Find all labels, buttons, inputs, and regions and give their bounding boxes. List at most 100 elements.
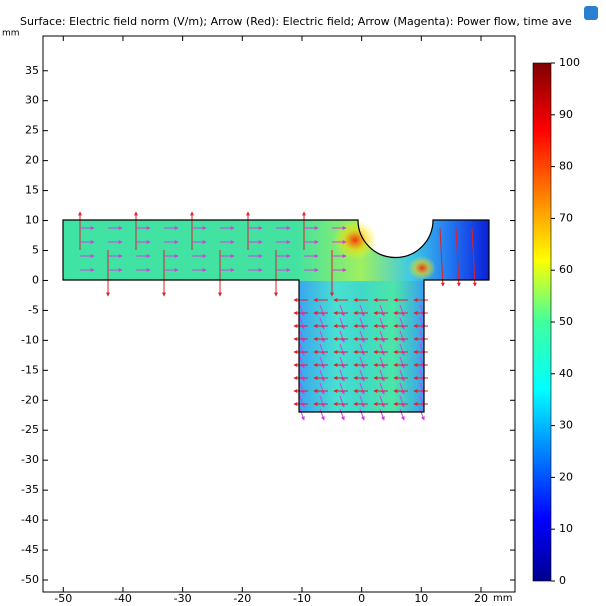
stem-surface — [299, 281, 424, 412]
power-arrow — [399, 369, 405, 382]
power-arrow — [419, 356, 425, 369]
power-arrow — [339, 343, 345, 356]
power-arrow — [419, 330, 425, 343]
power-arrow — [419, 304, 425, 317]
efield-arrow — [455, 227, 461, 287]
y-tick-label: 0 — [32, 273, 39, 286]
y-tick-label: -10 — [21, 333, 39, 346]
y-tick-label: -20 — [21, 393, 39, 406]
power-arrow — [319, 395, 325, 408]
colorbar-tick-label: 100 — [559, 56, 580, 69]
x-unit: mm — [493, 593, 512, 604]
y-tick-label: -25 — [21, 423, 39, 436]
power-arrow — [359, 330, 365, 343]
colorbar-tick-label: 10 — [559, 522, 573, 535]
y-unit: mm — [2, 29, 20, 39]
power-arrow — [379, 369, 385, 382]
power-arrow — [339, 395, 345, 408]
power-arrow — [379, 343, 385, 356]
power-arrow — [419, 382, 425, 395]
hot-spot — [333, 220, 377, 260]
colorbar-tick-label: 80 — [559, 160, 573, 173]
x-tick-label: -20 — [233, 592, 251, 605]
x-tick-label: 0 — [358, 592, 365, 605]
power-arrow — [319, 356, 325, 369]
colorbar-tick-label: 30 — [559, 419, 573, 432]
geometry — [62, 211, 490, 421]
power-arrow — [299, 356, 305, 369]
power-arrow — [299, 408, 305, 421]
power-arrow — [359, 382, 365, 395]
power-arrow — [339, 330, 345, 343]
efield-arrow — [439, 227, 445, 287]
y-tick-label: 5 — [32, 243, 39, 256]
power-arrow — [359, 369, 365, 382]
power-arrow — [379, 395, 385, 408]
power-arrow — [379, 408, 385, 421]
power-arrow — [319, 382, 325, 395]
colorbar-tick-label: 0 — [559, 574, 566, 587]
power-arrow — [399, 330, 405, 343]
power-arrow — [339, 356, 345, 369]
power-arrow — [299, 304, 305, 317]
efield-arrow — [471, 227, 477, 287]
y-tick-label: -35 — [21, 483, 39, 496]
power-arrow — [319, 304, 325, 317]
domain-outline — [62, 219, 490, 413]
window-icon — [584, 6, 598, 20]
y-tick-label: 35 — [25, 64, 39, 77]
power-arrow — [299, 395, 305, 408]
power-arrow — [319, 369, 325, 382]
power-arrow — [299, 343, 305, 356]
power-arrow — [299, 369, 305, 382]
power-arrow — [359, 356, 365, 369]
power-arrow — [359, 343, 365, 356]
power-arrow — [359, 304, 365, 317]
power-arrow — [379, 317, 385, 330]
power-arrow — [359, 395, 365, 408]
colorbar-tick-label: 90 — [559, 108, 573, 121]
power-arrow — [299, 382, 305, 395]
power-arrow — [399, 395, 405, 408]
colorbar — [532, 62, 552, 582]
power-arrow — [319, 330, 325, 343]
x-tick-label: -30 — [174, 592, 192, 605]
y-tick-label: -45 — [21, 543, 39, 556]
power-arrow — [419, 317, 425, 330]
x-tick-label: -50 — [54, 592, 72, 605]
power-arrow — [339, 408, 345, 421]
power-arrow — [339, 369, 345, 382]
colorbar-tick-label: 40 — [559, 367, 573, 380]
y-tick-label: 25 — [25, 124, 39, 137]
colorbar-tick-label: 60 — [559, 263, 573, 276]
power-arrow — [399, 356, 405, 369]
y-tick-label: -40 — [21, 513, 39, 526]
power-arrow — [299, 317, 305, 330]
y-tick-label: 20 — [25, 154, 39, 167]
x-tick-label: 10 — [414, 592, 428, 605]
power-arrow — [339, 382, 345, 395]
y-tick-label: -50 — [21, 573, 39, 586]
power-arrow — [419, 343, 425, 356]
power-arrow — [399, 317, 405, 330]
power-arrow — [379, 304, 385, 317]
y-tick-label: 30 — [25, 94, 39, 107]
power-arrow — [399, 382, 405, 395]
y-tick-label: 10 — [25, 214, 39, 227]
power-arrow — [299, 330, 305, 343]
plot-area — [42, 35, 516, 593]
colorbar-tick-label: 70 — [559, 211, 573, 224]
power-arrow — [359, 408, 365, 421]
x-tick-label: 20 — [474, 592, 488, 605]
y-tick-label: -30 — [21, 453, 39, 466]
power-arrow — [399, 343, 405, 356]
y-tick-label: -15 — [21, 363, 39, 376]
arrows — [78, 211, 477, 421]
power-arrow — [319, 343, 325, 356]
y-tick-label: -5 — [28, 303, 39, 316]
colorbar-tick-label: 20 — [559, 470, 573, 483]
power-arrow — [419, 395, 425, 408]
power-arrow — [399, 304, 405, 317]
power-arrow — [379, 330, 385, 343]
